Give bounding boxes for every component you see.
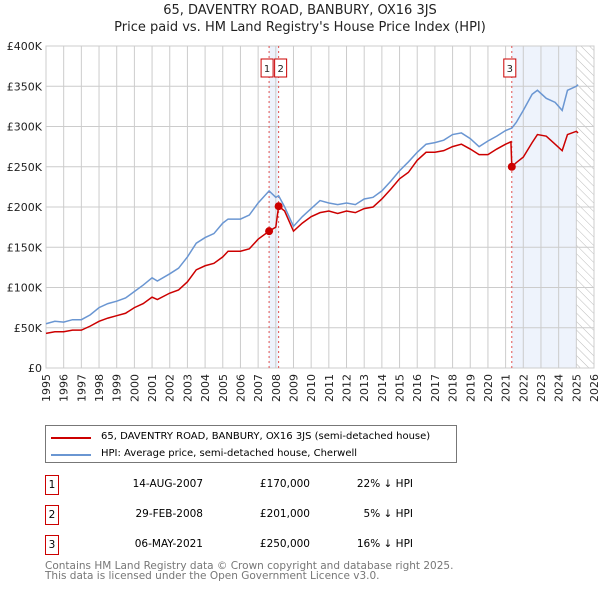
footer-line2: This data is licensed under the Open Gov… — [45, 570, 380, 582]
sale-label: 1 — [264, 64, 270, 75]
x-tick-label: 2011 — [323, 374, 336, 402]
legend: 65, DAVENTRY ROAD, BANBURY, OX16 3JS (se… — [45, 425, 457, 463]
transaction-number: 2 — [45, 505, 59, 525]
transaction-date: 29-FEB-2008 — [135, 508, 203, 520]
x-tick-label: 2015 — [394, 374, 407, 402]
x-tick-label: 2012 — [341, 374, 354, 402]
transaction-row: 1 14-AUG-2007 £170,000 22% ↓ HPI — [45, 475, 445, 495]
y-tick-label: £100K — [7, 282, 43, 295]
legend-red-line — [51, 437, 91, 439]
hpi-line — [45, 84, 579, 325]
transaction-date: 14-AUG-2007 — [132, 478, 203, 490]
x-tick-label: 2020 — [482, 374, 495, 402]
x-tick-label: 2004 — [199, 374, 212, 402]
transaction-hpi: 5% ↓ HPI — [363, 508, 413, 520]
sale-label-box — [503, 58, 517, 78]
x-tick-label: 2014 — [376, 374, 389, 402]
y-tick-label: £150K — [7, 241, 43, 254]
x-tick-label: 2003 — [181, 374, 194, 402]
y-tick-label: £300K — [7, 121, 43, 134]
transaction-date: 06-MAY-2021 — [134, 538, 203, 550]
x-tick-label: 2008 — [270, 374, 283, 402]
x-tick-label: 2025 — [570, 374, 583, 402]
sale-point — [274, 202, 283, 211]
chart-subtitle: Price paid vs. HM Land Registry's House … — [114, 20, 486, 35]
plot-frame — [45, 45, 595, 369]
plot-area: 1995 1996 1997 1998 1999 2000 2001 2002 2003 2004… — [7, 40, 600, 402]
x-tick-label: 2021 — [500, 374, 513, 402]
legend-blue-line — [51, 454, 91, 456]
chart-title: 65, DAVENTRY ROAD, BANBURY, OX16 3JS — [163, 3, 437, 18]
x-tick-label: 1996 — [58, 374, 71, 402]
y-tick-label: £250K — [7, 161, 43, 174]
x-tick-label: 2022 — [517, 374, 530, 402]
x-tick-label: 2023 — [535, 374, 548, 402]
x-tick-label: 2010 — [305, 374, 318, 402]
x-tick-label: 1998 — [93, 374, 106, 402]
transaction-hpi: 22% ↓ HPI — [356, 478, 413, 490]
x-tick-label: 2006 — [234, 374, 247, 402]
sale-point — [507, 162, 516, 171]
transaction-number: 1 — [45, 475, 59, 495]
transaction-row: 2 29-FEB-2008 £201,000 5% ↓ HPI — [45, 505, 445, 525]
sale-label: 2 — [277, 64, 283, 75]
x-tick-label: 1997 — [75, 374, 88, 402]
y-tick-label: £50K — [14, 322, 43, 335]
transaction-price: £250,000 — [259, 538, 310, 550]
y-tick-label: £400K — [7, 40, 43, 53]
x-tick-label: 2024 — [553, 374, 566, 402]
transaction-price: £201,000 — [259, 508, 310, 520]
x-tick-label: 2000 — [128, 374, 141, 402]
x-tick-label: 2005 — [217, 374, 230, 402]
legend-hpi: HPI: Average price, semi-detached house,… — [101, 448, 358, 459]
sale-label-box — [274, 58, 288, 78]
legend-property: 65, DAVENTRY ROAD, BANBURY, OX16 3JS (se… — [101, 431, 431, 442]
x-tick-label: 2002 — [164, 374, 177, 402]
footer: Contains HM Land Registry data © Crown c… — [45, 560, 454, 582]
x-tick-label: 2016 — [411, 374, 424, 402]
y-tick-label: £0 — [28, 362, 42, 375]
x-tick-label: 2013 — [358, 374, 371, 402]
x-tick-label: 2009 — [287, 374, 300, 402]
x-tick-label: 2017 — [429, 374, 442, 402]
x-tick-label: 2019 — [464, 374, 477, 402]
transaction-number: 3 — [45, 535, 59, 555]
x-tick-label: 1999 — [111, 374, 124, 402]
sale-label-box — [260, 58, 274, 78]
x-tick-label: 2026 — [588, 374, 600, 402]
y-tick-label: £350K — [7, 80, 43, 93]
sale-label: 3 — [507, 64, 513, 75]
footer-line1: Contains HM Land Registry data © Crown c… — [45, 560, 454, 572]
x-tick-label: 2007 — [252, 374, 265, 402]
sale-point — [265, 227, 274, 236]
x-tick-label: 1995 — [40, 374, 53, 402]
property-price-line — [45, 130, 579, 335]
x-tick-label: 2018 — [447, 374, 460, 402]
x-tick-label: 2001 — [146, 374, 159, 402]
y-tick-label: £200K — [7, 201, 43, 214]
transaction-row: 3 06-MAY-2021 £250,000 16% ↓ HPI — [45, 535, 445, 555]
transaction-price: £170,000 — [259, 478, 310, 490]
transaction-hpi: 16% ↓ HPI — [356, 538, 413, 550]
